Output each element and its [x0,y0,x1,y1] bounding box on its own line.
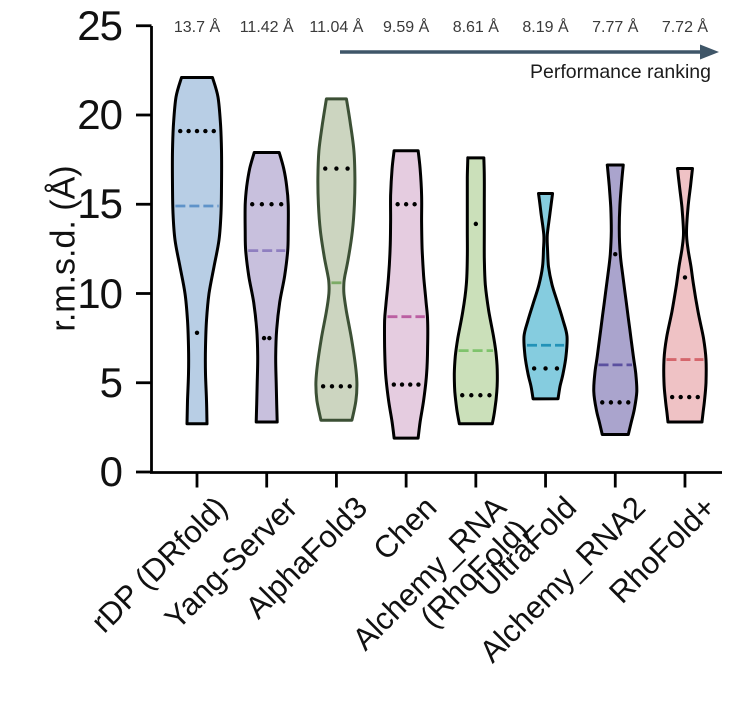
violin-rhofold [662,167,708,424]
performance-ranking-label: Performance ranking [529,61,711,83]
quartile-dot-q3-rdp-drfold [186,128,191,134]
quartile-dot-q1-yang-server [261,335,267,341]
quartile-dot-q1-alphafold3 [347,384,352,389]
quartile-dot-q1-ultrafold [543,366,548,371]
quartile-dot-q3-alchemy-rna2 [613,252,618,257]
quartile-dot-q1-yang-server [267,335,272,341]
violin-chen [382,149,430,440]
quartile-dot-q3-yang-server [269,202,274,207]
y-tick-label-10: 10 [77,269,123,317]
violin-ultrafold [522,192,569,401]
quartile-dot-q3-rdp-drfold [194,128,200,134]
quartile-dot-q1-alchemy-rna2 [617,400,622,405]
mean-rmsd-annotation-chen: 9.59 Å [382,19,430,36]
quartile-dot-q1-alchemy-rna-rhofold [487,393,492,398]
violin-rdp-drfold [170,76,224,426]
quartile-dot-q1-alchemy-rna2 [608,400,614,405]
quartile-dot-q3-yang-server [259,202,265,207]
mean-rmsd-annotation-yang-server: 11.42 Å [239,19,294,36]
violin-yang-server [243,150,290,424]
quartile-dot-q3-rhofold [682,275,688,280]
quartile-dot-q3-alphafold3 [334,166,339,171]
y-tick-label-5: 5 [99,358,123,406]
quartile-dot-q1-rhofold [678,394,683,400]
quartile-dot-q1-alchemy-rna-rhofold [478,393,483,398]
quartile-dot-q3-alphafold3 [345,166,350,171]
quartile-dot-q1-alphafold3 [329,384,335,389]
violin-alchemy-rna2 [592,163,639,437]
quartile-dot-q1-rdp-drfold [194,330,200,335]
quartile-dot-q3-chen [395,202,400,207]
quartile-dot-q1-ultrafold [554,366,560,371]
mean-rmsd-annotation-alchemy-rna2: 7.77 Å [592,19,639,36]
y-tick-label-20: 20 [77,91,123,138]
quartile-dot-q3-yang-server [250,202,255,207]
quartile-dot-q1-alphafold3 [320,384,326,389]
axes [150,26,722,474]
quartile-dot-q1-alchemy-rna2 [600,400,605,405]
mean-rmsd-annotation-ultrafold: 8.19 Å [522,19,569,36]
quartile-dot-q1-alchemy-rna-rhofold [469,393,474,398]
quartile-dot-q3-alchemy-rna-rhofold [473,221,479,227]
quartile-dot-q1-rhofold [669,394,675,400]
mean-rmsd-annotation-alchemy-rna-rhofold: 8.61 Å [452,19,499,36]
quartile-dot-q1-alchemy-rna-rhofold [460,393,465,398]
quartile-dot-q1-chen [399,382,405,387]
mean-rmsd-annotation-alphafold3: 11.04 Å [309,19,364,36]
y-tick-label-15: 15 [77,180,123,228]
quartile-dot-q3-chen [412,202,417,207]
quartile-dot-q1-rhofold [695,394,700,400]
violin-alphafold3 [314,97,359,422]
violin-alchemy-rna-rhofold [452,156,499,426]
quartile-dot-q1-rhofold [687,394,692,400]
quartile-dot-q3-rdp-drfold [211,128,216,134]
mean-rmsd-annotation-rhofold: 7.72 Å [661,19,709,36]
mean-rmsd-annotation-rdp-drfold: 13.7 Å [173,19,221,36]
y-tick-label-25: 25 [77,1,123,49]
quartile-dot-q3-alphafold3 [323,166,328,171]
quartile-dot-q3-chen [403,202,409,207]
quartile-dot-q3-yang-server [279,202,284,207]
quartile-dot-q3-rdp-drfold [203,128,208,134]
quartile-dot-q1-chen [391,382,397,387]
quartile-dot-q3-rdp-drfold [178,128,183,134]
quartile-dot-q1-chen [408,382,413,387]
quartile-dot-q1-alphafold3 [338,384,344,389]
quartile-dot-q1-chen [416,382,421,387]
quartile-dot-q1-alchemy-rna2 [626,400,631,405]
quartile-dot-q1-ultrafold [531,366,537,371]
y-tick-label-0: 0 [99,448,123,495]
performance-arrow-head [700,44,719,60]
